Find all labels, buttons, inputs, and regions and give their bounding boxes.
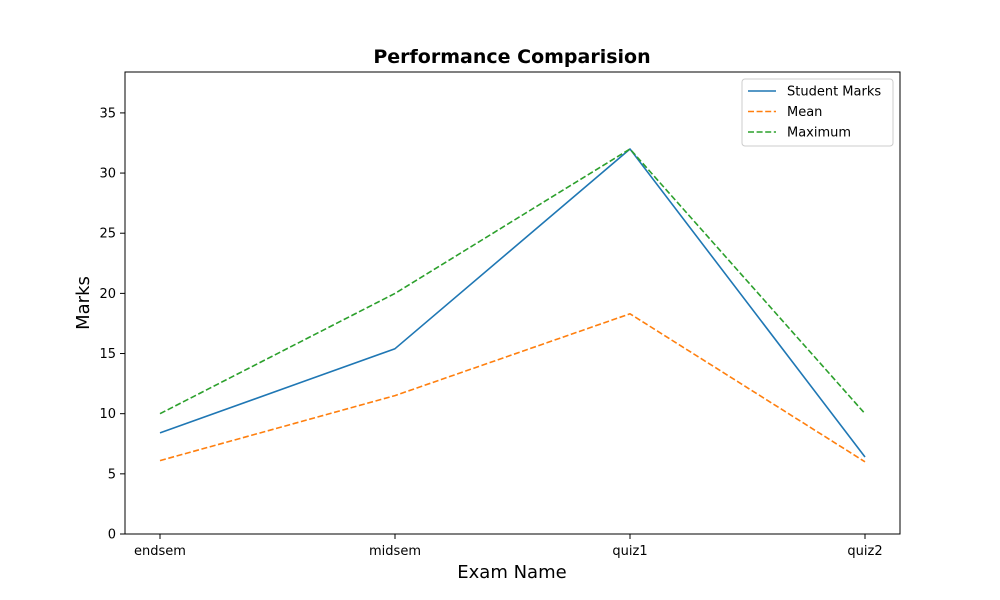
series-line-2 bbox=[159, 148, 866, 415]
y-tick-label: 0 bbox=[108, 528, 116, 543]
legend-label: Student Marks bbox=[787, 85, 881, 100]
y-tick-label: 10 bbox=[99, 407, 116, 422]
legend: Student Marks Mean Maximum bbox=[741, 78, 894, 147]
x-axis-title: Exam Name bbox=[457, 562, 566, 583]
series-line-0 bbox=[159, 148, 866, 458]
legend-frame bbox=[741, 78, 894, 147]
x-tick-label: quiz2 bbox=[847, 544, 882, 559]
x-tick-label: midsem bbox=[369, 544, 421, 559]
y-tick-label: 5 bbox=[108, 467, 116, 482]
y-tick-label: 30 bbox=[99, 167, 116, 182]
legend-label: Maximum bbox=[787, 126, 851, 141]
plot-area bbox=[124, 71, 901, 535]
chart-title: Performance Comparision bbox=[373, 46, 650, 68]
y-tick-label: 15 bbox=[99, 347, 116, 362]
x-axis: endsem midsem quiz1 quiz2 bbox=[134, 534, 883, 559]
x-tick-label: endsem bbox=[134, 544, 186, 559]
y-axis: 0 5 10 15 20 25 30 35 bbox=[99, 106, 125, 543]
y-axis-title: Marks bbox=[73, 276, 94, 330]
y-tick-label: 20 bbox=[99, 287, 116, 302]
y-tick-label: 35 bbox=[99, 106, 116, 121]
series-line-1 bbox=[159, 312, 866, 463]
x-tick-label: quiz1 bbox=[612, 544, 647, 559]
series-layer bbox=[159, 148, 866, 463]
y-tick-label: 25 bbox=[99, 227, 116, 242]
legend-label: Mean bbox=[787, 105, 822, 120]
